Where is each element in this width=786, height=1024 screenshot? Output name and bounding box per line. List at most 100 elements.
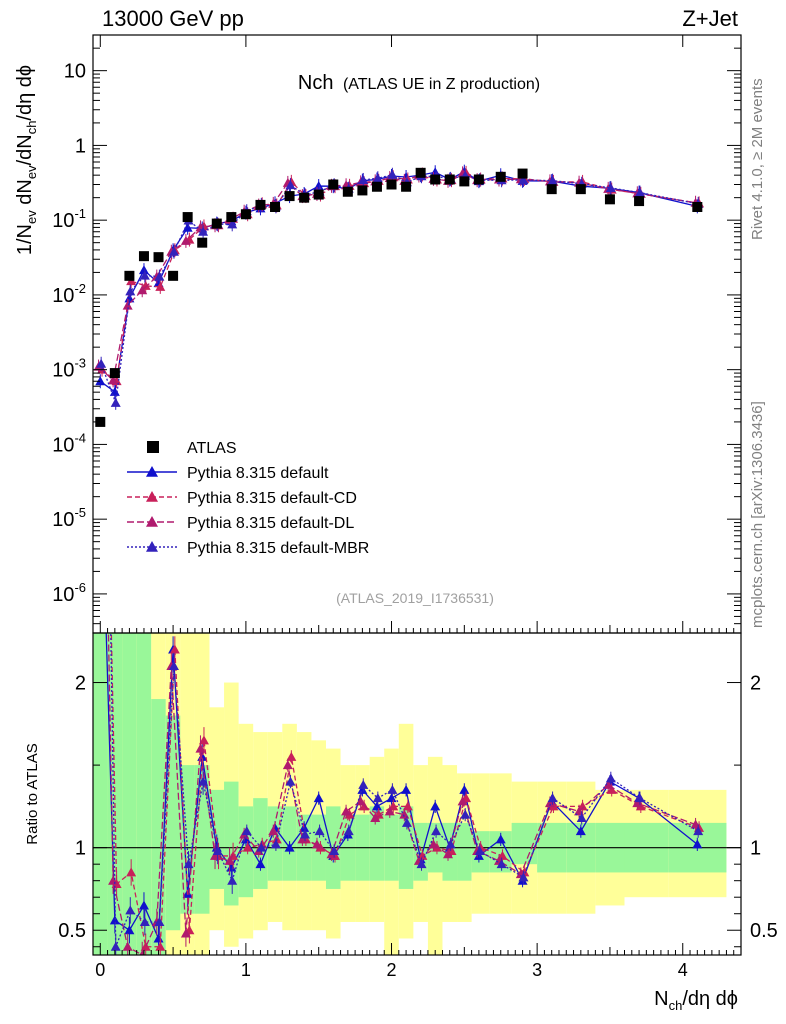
data-point-atlas (459, 176, 470, 187)
x-tick-label: 2 (387, 960, 397, 980)
point-mbr (110, 397, 121, 407)
point-mbr (634, 187, 645, 197)
ratio-band-green (151, 699, 166, 955)
point-dl (137, 285, 148, 295)
ratio-point-mbr (198, 776, 209, 786)
ratio-point-cd (242, 842, 253, 852)
point-cd (155, 281, 166, 291)
ratio-point-mbr (547, 793, 558, 803)
ratio-point-default (401, 784, 412, 794)
ratio-line-mbr (110, 633, 699, 947)
ratio-point-mbr (372, 793, 383, 803)
series-line-default (99, 170, 698, 394)
ratio-point-mbr (270, 839, 281, 849)
data-point-atlas (444, 174, 455, 185)
ratio-point-default (284, 842, 295, 852)
legend-label-mbr: Pythia 8.315 default-MBR (187, 540, 369, 557)
ratio-tick-label: 1 (75, 838, 86, 860)
point-mbr (227, 219, 238, 229)
y-tick-label: 10-5 (52, 505, 86, 531)
ratio-point-dl (443, 849, 454, 859)
ratio-point-mbr (431, 826, 442, 836)
ratio-point-mbr (139, 916, 150, 926)
ratio-band-green (180, 765, 195, 914)
ratio-point-dl (268, 826, 279, 836)
ratio-point-mbr (605, 773, 616, 783)
ratio-band-green (457, 822, 472, 881)
y-axis-label: 1/Nev dNev/dNch/dη dϕ (14, 65, 39, 255)
ratio-line-dl (107, 633, 696, 955)
ratio-point-default (371, 801, 382, 811)
ratio-panel-series (97, 182, 705, 955)
data-point-atlas (634, 196, 645, 207)
x-tick-label: 3 (532, 960, 542, 980)
ratio-point-dl (341, 806, 352, 816)
ratio-point-mbr (183, 859, 194, 869)
series-line-dl (98, 172, 696, 382)
ratio-band-green (136, 633, 152, 955)
ratio-point-dl (282, 760, 293, 770)
data-point-atlas (517, 168, 528, 179)
data-point-atlas (95, 416, 106, 427)
data-point-atlas (357, 185, 368, 196)
ratio-tick-label: 0.5 (58, 920, 86, 942)
ratio-point-default (459, 784, 470, 794)
data-point-atlas (153, 252, 164, 263)
ratio-point-cd (286, 751, 297, 761)
data-point-atlas (197, 237, 208, 248)
ratio-point-mbr (358, 779, 369, 789)
ratio-point-default (692, 839, 703, 849)
data-point-atlas (342, 186, 353, 197)
point-dl (108, 375, 119, 385)
data-point-atlas (138, 251, 149, 262)
x-tick-label: 0 (95, 960, 105, 980)
ratio-point-cd (198, 735, 209, 745)
ratio-point-mbr (460, 809, 471, 819)
data-point-atlas (495, 171, 506, 182)
ratio-point-dl (544, 798, 555, 808)
point-mbr (125, 286, 136, 296)
point-mbr (387, 169, 398, 179)
ratio-point-default (575, 826, 586, 836)
ratio-band-green (489, 831, 512, 873)
data-point-atlas (546, 184, 557, 195)
legend-marker-cd (146, 491, 158, 502)
point-mbr (139, 270, 150, 280)
rivet-version-label: Rivet 4.1.0, ≥ 2M events (749, 78, 766, 240)
ratio-point-mbr (343, 826, 354, 836)
data-point-atlas (430, 174, 441, 185)
point-dl (122, 300, 133, 310)
mcplots-label: mcplots.cern.ch [arXiv:1306.3436] (749, 401, 766, 628)
y-tick-label: 10 (64, 61, 86, 83)
ratio-line-cd (110, 633, 700, 948)
point-mbr (358, 174, 369, 184)
ratio-point-cd (169, 644, 180, 654)
ratio-point-mbr (314, 826, 325, 836)
legend-marker-dl (146, 516, 158, 527)
ratio-band-green (107, 633, 123, 955)
ratio-point-dl (108, 875, 119, 885)
ratio-point-mbr (154, 916, 165, 926)
ratio-point-cd (97, 182, 107, 191)
ratio-point-mbr (634, 793, 645, 803)
ratio-point-mbr (241, 826, 252, 836)
y-tick-label: 10-4 (52, 430, 86, 456)
ratio-point-dl (603, 779, 614, 789)
ratio-point-default (357, 784, 368, 794)
ratio-point-dl (224, 855, 235, 865)
ratio-point-dl (195, 743, 206, 753)
ratio-point-default (226, 862, 237, 872)
y-tick-label: 10-6 (52, 580, 86, 606)
data-point-atlas (255, 199, 266, 210)
main-panel-series (93, 164, 705, 427)
legend-marker-atlas (147, 441, 159, 453)
header-energy: 13000 GeV pp (102, 6, 244, 31)
legend-marker-mbr (146, 541, 158, 552)
y-tick-label: 1 (75, 135, 86, 157)
data-point-atlas (240, 209, 251, 220)
ratio-tick-label-right: 2 (750, 673, 761, 695)
point-mbr (96, 358, 107, 368)
ratio-point-mbr (693, 826, 704, 836)
data-point-atlas (299, 192, 310, 203)
